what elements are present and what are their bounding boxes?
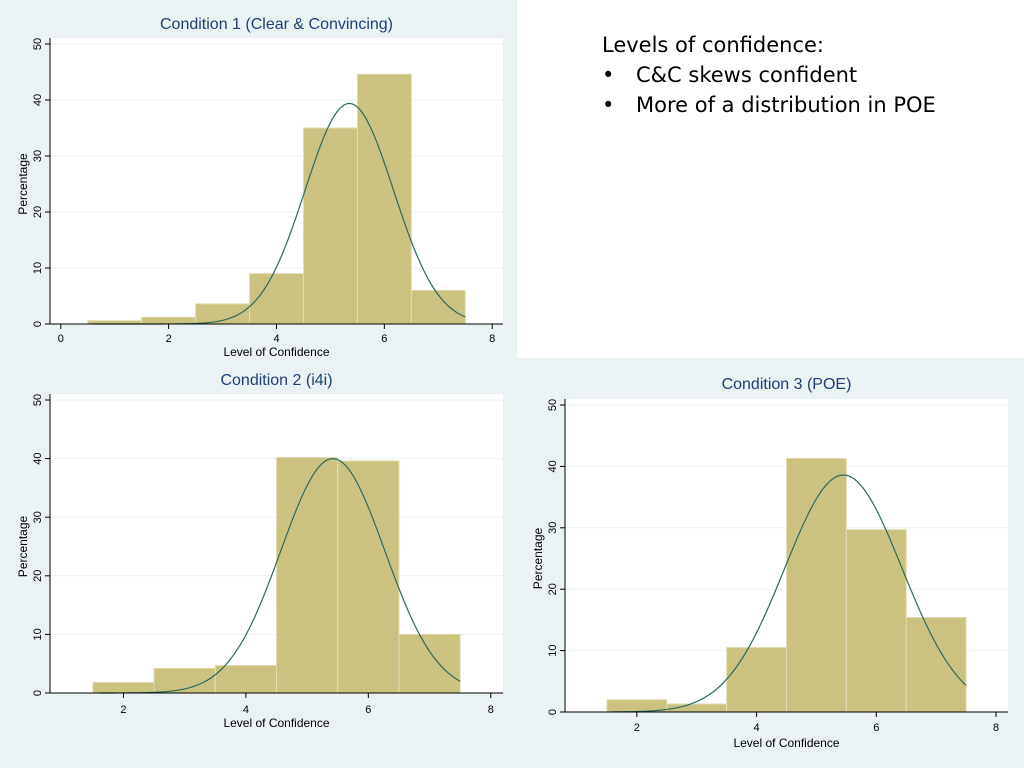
histogram-bar xyxy=(337,460,400,694)
x-axis-label: Level of Confidence xyxy=(733,736,839,750)
x-tick-label: 4 xyxy=(754,722,760,734)
y-tick-label: 50 xyxy=(547,399,559,411)
y-axis-label: Percentage xyxy=(16,515,30,577)
y-tick-label: 40 xyxy=(32,94,44,106)
y-tick-label: 10 xyxy=(32,628,44,640)
histogram-bar xyxy=(276,456,339,694)
histogram-bar xyxy=(141,316,197,325)
y-tick-label: 40 xyxy=(547,460,559,472)
y-tick-label: 20 xyxy=(547,583,559,595)
notes-bullet-list: • C&C skews confident • More of a distribu… xyxy=(602,60,1002,120)
chart-panel-condition-3: 0 10 20 30 40 50 2 4 6 8 Condition 3 (POE) Percenta… xyxy=(517,358,1024,768)
x-tick-label: 2 xyxy=(634,722,640,734)
x-tick-label: 8 xyxy=(489,333,495,345)
y-tick-label: 20 xyxy=(32,206,44,218)
x-tick-label: 2 xyxy=(166,333,172,345)
chart-condition-3: 0 10 20 30 40 50 2 4 6 8 Condition 3 (POE) Percenta… xyxy=(531,376,1008,750)
bullet-icon: • xyxy=(602,63,615,87)
histogram-bar xyxy=(195,303,251,325)
chart-title: Condition 3 (POE) xyxy=(722,376,852,393)
y-tick-label: 30 xyxy=(32,150,44,162)
x-tick-label: 0 xyxy=(58,333,64,345)
y-tick-label: 50 xyxy=(32,38,44,50)
x-tick-label: 4 xyxy=(273,333,279,345)
y-tick-label: 10 xyxy=(547,644,559,656)
x-tick-label: 4 xyxy=(243,704,249,716)
y-tick-label: 30 xyxy=(547,522,559,534)
notes-bullet-item: • More of a distribution in POE xyxy=(602,90,1002,120)
notes-heading: Levels of confidence: xyxy=(602,33,824,57)
histogram-bar xyxy=(398,633,461,694)
normal-density-curve xyxy=(612,474,967,713)
histogram-bar xyxy=(786,457,847,713)
y-tick-label: 0 xyxy=(32,690,44,696)
chart-panel-condition-2: 0 10 20 30 40 50 2 4 6 8 Condition 2 (i4i) Percenta… xyxy=(0,358,517,768)
x-tick-label: 6 xyxy=(873,722,879,734)
histogram-bar xyxy=(92,681,155,694)
x-tick-label: 6 xyxy=(365,704,371,716)
x-tick-label: 8 xyxy=(993,722,999,734)
bullet-icon: • xyxy=(602,93,615,117)
y-tick-label: 0 xyxy=(547,709,559,715)
y-tick-label: 40 xyxy=(32,452,44,464)
notes-bullet-item: • C&C skews confident xyxy=(602,60,1002,90)
chart-panel-condition-1: 0 10 20 30 40 50 0 2 4 6 8 Condition 1 (Clear & Con… xyxy=(0,0,517,358)
chart-condition-1: 0 10 20 30 40 50 0 2 4 6 8 Condition 1 (Clear & Con… xyxy=(16,16,503,358)
y-tick-label: 30 xyxy=(32,511,44,523)
y-tick-label: 20 xyxy=(32,570,44,582)
y-axis-label: Percentage xyxy=(16,153,30,215)
histogram-bar xyxy=(214,664,277,694)
x-axis-label: Level of Confidence xyxy=(223,716,329,730)
histogram-bar xyxy=(302,127,358,325)
x-tick-label: 6 xyxy=(381,333,387,345)
normal-density-curve xyxy=(98,458,461,694)
notes-bullet-text: More of a distribution in POE xyxy=(636,93,936,117)
y-axis-label: Percentage xyxy=(531,527,545,589)
notes-text-block: Levels of confidence: • C&C skews confide… xyxy=(602,30,1002,120)
y-tick-label: 10 xyxy=(32,262,44,274)
chart-title: Condition 2 (i4i) xyxy=(220,372,332,389)
chart-title: Condition 1 (Clear & Convincing) xyxy=(160,16,393,33)
histogram-bar xyxy=(356,73,412,325)
y-tick-label: 0 xyxy=(32,321,44,327)
x-axis-label: Level of Confidence xyxy=(223,345,329,358)
histogram-bar xyxy=(905,616,967,713)
notes-bullet-text: C&C skews confident xyxy=(636,63,858,87)
chart-condition-2: 0 10 20 30 40 50 2 4 6 8 Condition 2 (i4i) Percenta… xyxy=(16,372,503,730)
x-tick-label: 8 xyxy=(488,704,494,716)
x-tick-label: 2 xyxy=(120,704,126,716)
histogram-bar xyxy=(726,647,787,713)
y-tick-label: 50 xyxy=(32,394,44,406)
